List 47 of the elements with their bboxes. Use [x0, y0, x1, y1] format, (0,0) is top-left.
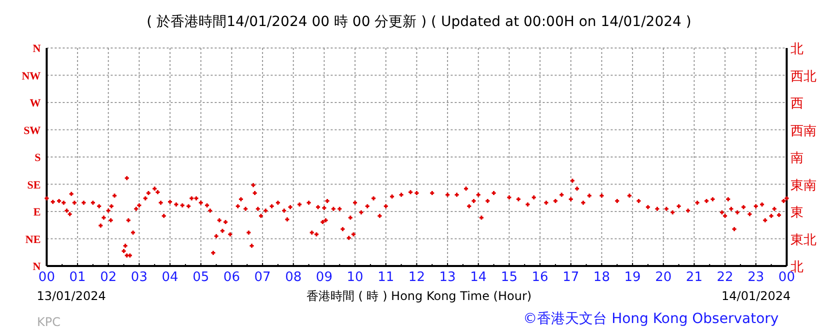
x-tick-label: 01 — [69, 270, 86, 285]
x-tick-label: 15 — [500, 270, 518, 285]
x-tick-label: 05 — [192, 270, 210, 285]
category-label: NW — [22, 70, 41, 82]
x-tick-label: 17 — [562, 270, 580, 285]
x-tick-label: 14 — [470, 270, 487, 285]
text: 13/01/2024 — [36, 289, 106, 303]
category-label: E — [33, 206, 41, 218]
x-tick-label: 09 — [316, 270, 332, 285]
category-label: N — [32, 261, 41, 273]
category-label: S — [34, 152, 41, 164]
x-tick-label: 12 — [408, 270, 425, 285]
x-tick-label: 11 — [378, 270, 394, 285]
x-tick-label: 19 — [624, 270, 641, 285]
x-tick-label: 02 — [100, 270, 117, 285]
x-tick-label: 13 — [439, 270, 456, 285]
x-tick-label: 07 — [254, 270, 271, 285]
x-tick-label: 23 — [748, 270, 764, 285]
category-label: 北 — [790, 42, 804, 57]
category-label: 東北 — [790, 232, 817, 248]
category-label: SE — [27, 179, 41, 192]
x-tick-label: 22 — [716, 270, 734, 285]
category-label: 東南 — [790, 178, 817, 194]
category-label: SW — [24, 124, 41, 137]
text: ©香港天文台 Hong Kong Observatory — [523, 311, 779, 327]
x-tick-label: 08 — [285, 270, 302, 285]
text: KPC — [37, 315, 60, 329]
x-tick-label: 16 — [532, 270, 548, 285]
category-label: W — [30, 98, 41, 110]
category-label: 西南 — [790, 124, 817, 139]
category-label: N — [32, 43, 41, 55]
x-tick-label: 21 — [686, 270, 702, 285]
x-tick-label: 18 — [593, 270, 610, 285]
x-tick-label: 03 — [130, 270, 148, 285]
category-label: 西北 — [790, 69, 817, 84]
x-axis-title: 香港時間 ( 時 ) Hong Kong Time (Hour) — [306, 289, 532, 303]
chart-title: ( 於香港時間14/01/2024 00 時 00 分更新 ) ( Updated at 00:00H on 14/01/2024 ) — [146, 14, 692, 30]
category-label: 南 — [790, 151, 804, 166]
text: 14/01/2024 — [722, 289, 791, 303]
x-tick-label: 10 — [346, 270, 364, 285]
x-tick-label: 04 — [162, 270, 178, 285]
category-label: NE — [25, 234, 41, 246]
x-tick-label: 06 — [223, 270, 240, 285]
x-tick-label: 20 — [655, 270, 672, 285]
category-label: 西 — [790, 96, 804, 112]
x-tick-label: 00 — [38, 270, 55, 285]
category-label: 東 — [790, 206, 804, 220]
